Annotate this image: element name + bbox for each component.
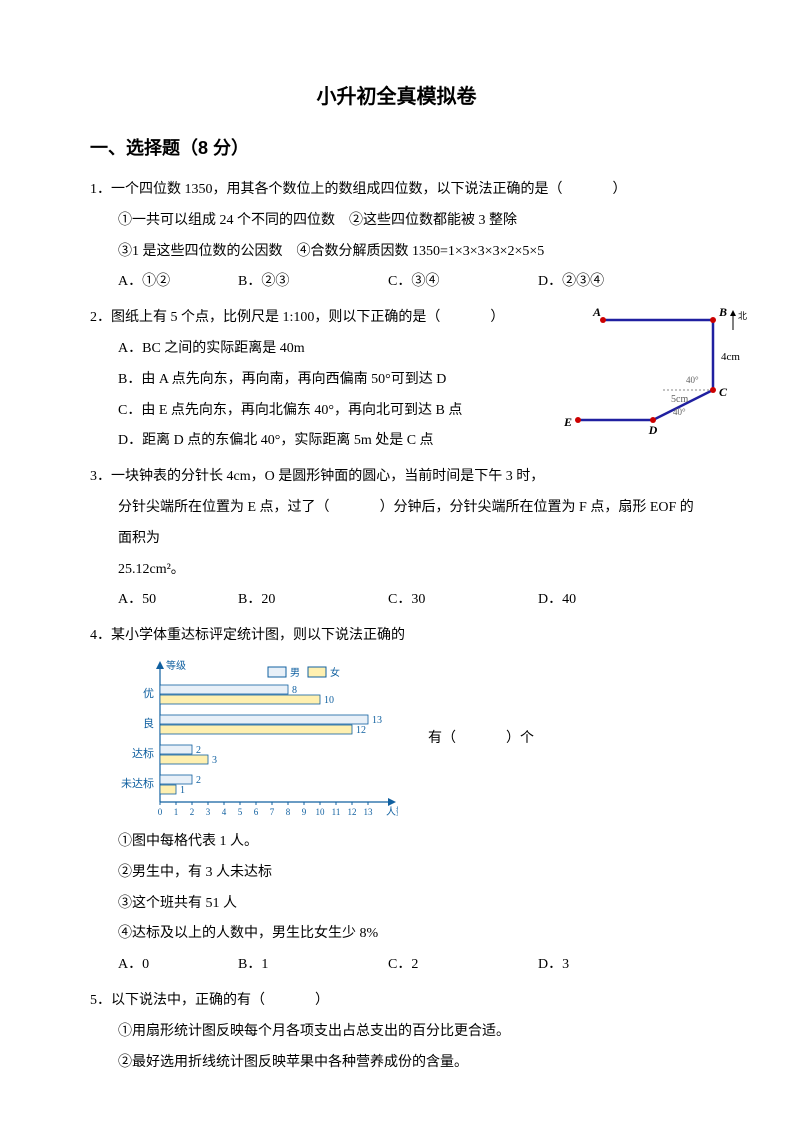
svg-text:A: A — [592, 305, 601, 319]
q5-l1: ①用扇形统计图反映每个月各项支出占总支出的百分比更合适。 — [90, 1017, 703, 1048]
svg-text:达标: 达标 — [132, 746, 154, 760]
q4-opt-d: D．3 — [538, 950, 658, 981]
q4-opt-a: A．0 — [118, 950, 238, 981]
q4-opt-c: C．2 — [388, 950, 538, 981]
q2-stem-end: ） — [490, 310, 504, 325]
q3-opt-b: B．20 — [238, 585, 388, 616]
question-1: 1．一个四位数 1350，用其各个数位上的数组成四位数，以下说法正确的是（ ） ①… — [90, 175, 703, 298]
svg-text:女: 女 — [330, 666, 340, 679]
svg-text:13: 13 — [364, 807, 374, 817]
q5-stem-end: ） — [315, 993, 329, 1008]
q5-stem: 5．以下说法中，正确的有（ — [90, 993, 265, 1008]
svg-text:等级: 等级 — [166, 659, 186, 672]
svg-text:6: 6 — [254, 807, 259, 817]
svg-text:良: 良 — [143, 716, 154, 730]
q4-l1: ①图中每格代表 1 人。 — [90, 827, 703, 858]
svg-text:1: 1 — [174, 807, 179, 817]
q4-chart: 012345678910111213人数/人等级男女优810良1312达标23未… — [118, 657, 398, 822]
svg-text:11: 11 — [332, 807, 341, 817]
svg-text:4: 4 — [222, 807, 227, 817]
svg-text:人数/人: 人数/人 — [386, 805, 398, 818]
svg-text:7: 7 — [270, 807, 275, 817]
svg-text:10: 10 — [316, 807, 326, 817]
svg-text:未达标: 未达标 — [121, 776, 154, 790]
svg-text:13: 13 — [372, 715, 382, 726]
q4-options: A．0 B．1 C．2 D．3 — [90, 950, 703, 981]
q3-l2a: 分针尖端所在位置为 E 点，过了（ — [118, 500, 330, 515]
svg-text:2: 2 — [196, 775, 201, 786]
svg-text:北: 北 — [738, 311, 747, 321]
svg-text:9: 9 — [302, 807, 307, 817]
q1-opt-b: B．②③ — [238, 267, 388, 298]
svg-text:D: D — [648, 423, 658, 435]
q1-options: A．①② B．②③ C．③④ D．②③④ — [90, 267, 703, 298]
q1-line1a: ①一共可以组成 24 个不同的四位数 — [118, 213, 335, 228]
q1-stem: 1．一个四位数 1350，用其各个数位上的数组成四位数，以下说法正确的是（ — [90, 182, 563, 197]
question-3: 3．一块钟表的分针长 4cm，O 是圆形钟面的圆心，当前时间是下午 3 时， 分… — [90, 462, 703, 616]
svg-text:优: 优 — [143, 687, 154, 700]
svg-text:12: 12 — [348, 807, 357, 817]
section-heading: 一、选择题（8 分） — [90, 134, 703, 160]
q2-diagram: 北 40° 40° 4cm 5cm A B C D E — [563, 305, 753, 435]
q1-opt-d: D．②③④ — [538, 267, 658, 298]
svg-text:0: 0 — [158, 807, 163, 817]
svg-text:E: E — [563, 415, 572, 429]
svg-text:10: 10 — [324, 695, 334, 706]
q1-opt-c: C．③④ — [388, 267, 538, 298]
q1-stem-end: ） — [613, 182, 627, 197]
q4-stem: 4．某小学体重达标评定统计图，则以下说法正确的 — [90, 621, 703, 652]
q3-opt-a: A．50 — [118, 585, 238, 616]
svg-text:4cm: 4cm — [721, 351, 740, 363]
svg-text:12: 12 — [356, 725, 366, 736]
q4-l3: ③这个班共有 51 人 — [90, 889, 703, 920]
q2-stem: 2．图纸上有 5 个点，比例尺是 1:100，则以下正确的是（ — [90, 310, 440, 325]
q4-side-text: 有（ ）个 — [428, 724, 534, 755]
svg-text:3: 3 — [206, 807, 211, 817]
svg-text:男: 男 — [290, 667, 300, 679]
q4-side-b: ）个 — [506, 731, 534, 746]
svg-text:2: 2 — [190, 807, 195, 817]
q3-opt-d: D．40 — [538, 585, 658, 616]
q3-options: A．50 B．20 C．30 D．40 — [90, 585, 703, 616]
svg-text:C: C — [719, 385, 728, 399]
q5-l2: ②最好选用折线统计图反映苹果中各种营养成份的含量。 — [90, 1048, 703, 1079]
svg-text:B: B — [718, 305, 727, 319]
q1-line2a: ③1 是这些四位数的公因数 — [118, 244, 283, 259]
svg-text:8: 8 — [292, 685, 297, 696]
svg-text:5: 5 — [238, 807, 243, 817]
q3-opt-c: C．30 — [388, 585, 538, 616]
q4-side-a: 有（ — [428, 731, 456, 746]
q1-opt-a: A．①② — [118, 267, 238, 298]
svg-text:5cm: 5cm — [671, 394, 688, 405]
q3-stem: 3．一块钟表的分针长 4cm，O 是圆形钟面的圆心，当前时间是下午 3 时， — [90, 462, 703, 493]
svg-text:3: 3 — [212, 755, 217, 766]
svg-text:2: 2 — [196, 745, 201, 756]
svg-text:40°: 40° — [686, 375, 699, 385]
svg-text:40°: 40° — [673, 407, 686, 417]
q1-line2b: ④合数分解质因数 1350=1×3×3×3×2×5×5 — [297, 244, 545, 259]
q1-line1b: ②这些四位数都能被 3 整除 — [349, 213, 517, 228]
q3-l3: 25.12cm²。 — [90, 555, 703, 586]
q4-opt-b: B．1 — [238, 950, 388, 981]
q4-l2: ②男生中，有 3 人未达标 — [90, 858, 703, 889]
q4-l4: ④达标及以上的人数中，男生比女生少 8% — [90, 919, 703, 950]
page-title: 小升初全真模拟卷 — [90, 80, 703, 109]
svg-text:8: 8 — [286, 807, 291, 817]
question-4: 4．某小学体重达标评定统计图，则以下说法正确的 0123456789101112… — [90, 621, 703, 981]
question-5: 5．以下说法中，正确的有（ ） ①用扇形统计图反映每个月各项支出占总支出的百分比更… — [90, 986, 703, 1078]
svg-text:1: 1 — [180, 785, 185, 796]
